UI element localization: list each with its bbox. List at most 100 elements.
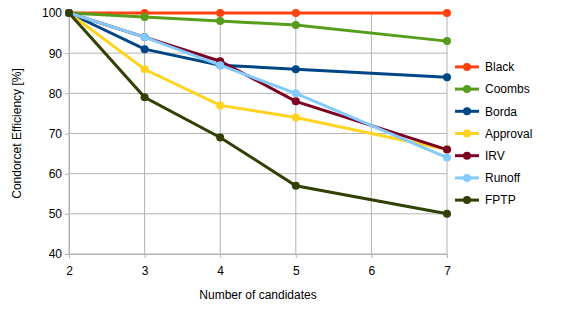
point [292, 65, 300, 73]
legend-marker [463, 85, 471, 93]
chart: 2 3 4 5 6 7 40 50 60 70 80 90 100 Number of candidate… [0, 0, 567, 319]
tick-label: 2 [66, 264, 73, 278]
tick-label: 40 [49, 247, 63, 261]
point [443, 73, 451, 81]
point [292, 113, 300, 121]
tick: 100 [42, 6, 69, 20]
point [292, 182, 300, 190]
point [292, 21, 300, 29]
legend-marker [463, 174, 471, 182]
legend-item: Coombs [455, 82, 530, 96]
series-line [69, 13, 447, 158]
point [65, 9, 73, 17]
point [65, 9, 73, 17]
grid-line-x [447, 13, 448, 254]
grid-line-y [69, 173, 447, 174]
tick-mark [371, 254, 372, 258]
legend-label: Black [485, 60, 515, 74]
legend-label: Approval [485, 127, 532, 141]
point [216, 9, 224, 17]
tick-mark [447, 254, 448, 258]
tick: 50 [49, 207, 69, 221]
legend-label: Borda [485, 105, 517, 119]
grid-line-x [295, 13, 296, 254]
tick: 40 [49, 247, 69, 261]
tick: 4 [217, 254, 224, 278]
point [443, 154, 451, 162]
tick-label: 5 [293, 264, 300, 278]
legend-item: Approval [455, 127, 532, 141]
tick-mark [145, 254, 146, 258]
tick: 60 [49, 167, 69, 181]
tick-mark [65, 214, 69, 215]
tick-label: 70 [49, 127, 63, 141]
tick: 7 [444, 254, 451, 278]
tick-label: 4 [217, 264, 224, 278]
tick-mark [65, 53, 69, 54]
legend-label: Coombs [485, 82, 530, 96]
point [65, 9, 73, 17]
point [216, 17, 224, 25]
point [141, 33, 149, 41]
point [443, 210, 451, 218]
tick: 70 [49, 127, 69, 141]
grid-line-x [220, 13, 221, 254]
plot: 2 3 4 5 6 7 40 50 60 70 80 90 100 [42, 6, 451, 278]
tick: 2 [66, 254, 73, 278]
point [65, 9, 73, 17]
legend-marker [463, 130, 471, 138]
tick-mark [220, 254, 221, 258]
legend-item: Runoff [455, 171, 521, 185]
series-line [69, 13, 447, 150]
tick-mark [65, 93, 69, 94]
point [216, 101, 224, 109]
grid-line-y [69, 93, 447, 94]
legend-label: IRV [485, 149, 505, 163]
point [443, 146, 451, 154]
tick-label: 100 [42, 6, 62, 20]
point [443, 9, 451, 17]
point [65, 9, 73, 17]
tick-label: 3 [142, 264, 149, 278]
point [141, 93, 149, 101]
point [443, 37, 451, 45]
series-line [69, 12, 447, 15]
x-axis: 2 3 4 5 6 7 [66, 254, 451, 278]
tick: 3 [142, 254, 149, 278]
point [141, 45, 149, 53]
point [141, 65, 149, 73]
series-line [69, 13, 447, 150]
point [216, 61, 224, 69]
tick-label: 60 [49, 167, 63, 181]
legend-label: FPTP [485, 193, 516, 207]
point [292, 9, 300, 17]
axis-line [70, 255, 448, 259]
tick-label: 50 [49, 207, 63, 221]
tick-mark [65, 134, 69, 135]
tick-mark [296, 254, 297, 258]
legend-marker [463, 196, 471, 204]
point [65, 9, 73, 17]
series-line [69, 13, 447, 41]
point [292, 97, 300, 105]
grid-line-y [69, 13, 447, 14]
grid [69, 13, 447, 254]
legend: Black Coombs Borda Approval IRV Runoff FPTP [455, 60, 532, 207]
legend-marker [463, 152, 471, 160]
legend-item: FPTP [455, 193, 516, 207]
tick: 5 [293, 254, 300, 278]
tick-label: 90 [49, 47, 63, 61]
tick-label: 80 [49, 87, 63, 101]
series-line [69, 13, 447, 214]
tick-mark [65, 254, 69, 255]
point [292, 89, 300, 97]
series-group [65, 9, 451, 218]
point [443, 146, 451, 154]
tick: 80 [49, 87, 69, 101]
tick-label: 7 [444, 264, 451, 278]
point [216, 134, 224, 142]
x-axis-title: Number of candidates [199, 288, 316, 302]
point [141, 33, 149, 41]
legend-marker [463, 107, 471, 115]
tick-label: 6 [369, 264, 376, 278]
